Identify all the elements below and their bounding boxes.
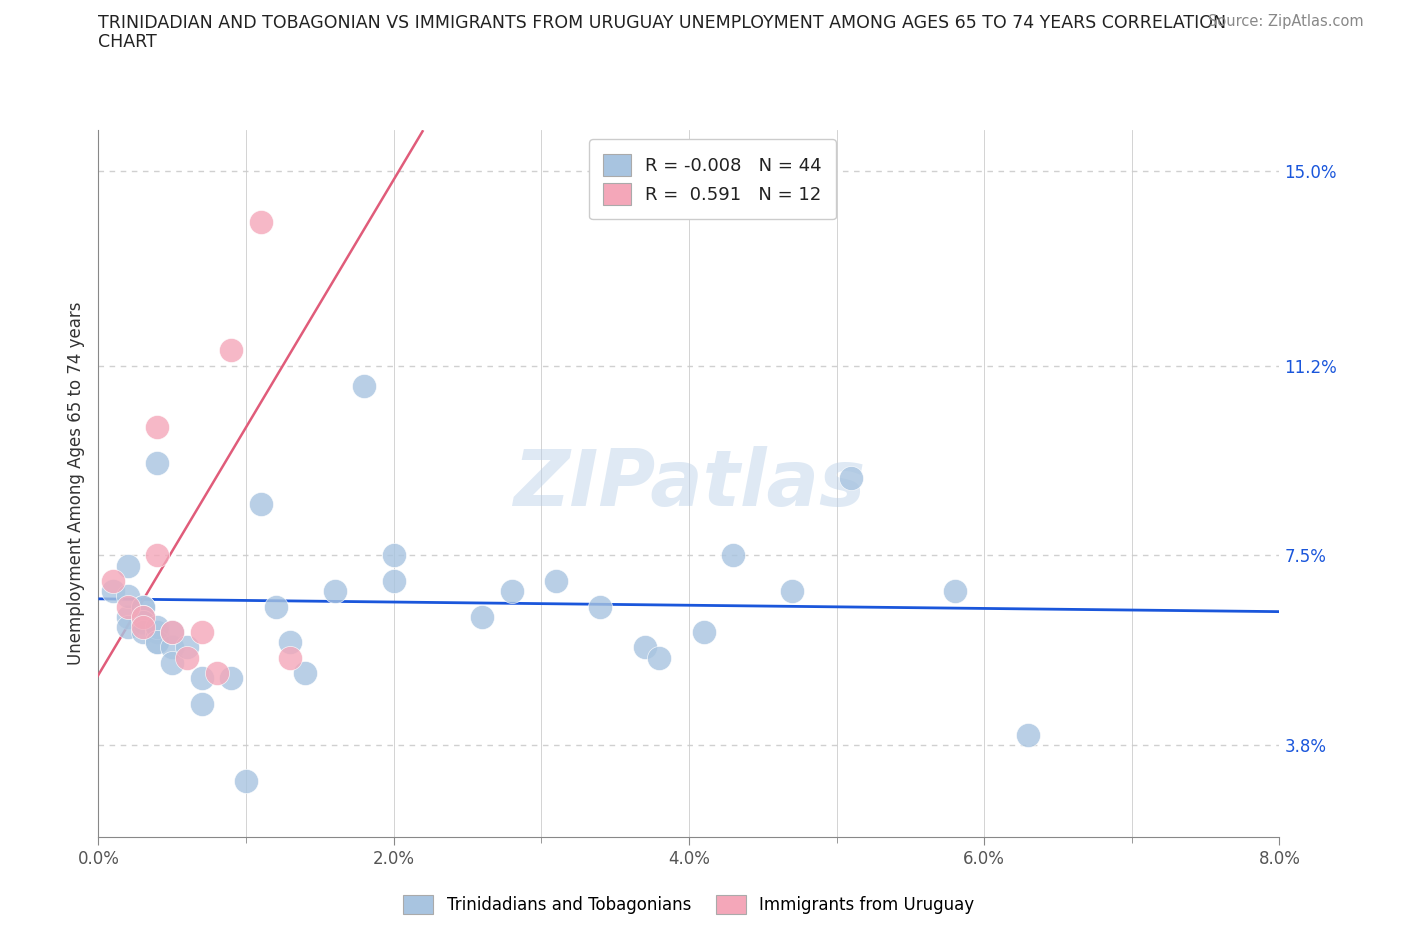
Point (943, 584, 966, 599)
Point (782, 584, 804, 599)
Point (839, 471, 862, 485)
Point (146, 635, 169, 650)
Point (219, 671, 242, 685)
Point (117, 599, 139, 614)
Point (103, 574, 124, 589)
Point (146, 635, 169, 650)
Point (278, 650, 301, 665)
Point (146, 548, 169, 563)
Text: Source: ZipAtlas.com: Source: ZipAtlas.com (1208, 14, 1364, 29)
Point (146, 625, 169, 640)
Point (162, 656, 183, 671)
Point (132, 599, 155, 614)
Point (382, 548, 405, 563)
Point (132, 609, 155, 624)
Point (162, 640, 183, 655)
Point (1017, 727, 1039, 742)
Point (117, 619, 139, 634)
Point (191, 671, 214, 685)
Point (501, 584, 523, 599)
Point (117, 589, 139, 604)
Point (132, 615, 155, 630)
Point (264, 599, 287, 614)
Point (162, 625, 183, 640)
Point (132, 599, 155, 614)
Text: ZIPatlas: ZIPatlas (513, 445, 865, 522)
Point (633, 640, 655, 655)
Point (693, 625, 716, 640)
Point (117, 609, 139, 624)
Point (382, 574, 405, 589)
Point (589, 599, 612, 614)
Point (648, 650, 671, 665)
Y-axis label: Unemployment Among Ages 65 to 74 years: Unemployment Among Ages 65 to 74 years (66, 302, 84, 665)
Point (721, 548, 744, 563)
Point (235, 773, 257, 788)
Point (132, 625, 155, 640)
Point (132, 609, 155, 624)
Point (146, 456, 169, 471)
Point (294, 666, 316, 681)
Point (205, 666, 228, 681)
Point (353, 379, 375, 393)
Point (117, 558, 139, 573)
Point (323, 584, 346, 599)
Point (250, 215, 273, 230)
Point (132, 619, 155, 634)
Point (162, 625, 183, 640)
Point (176, 650, 198, 665)
Point (250, 497, 273, 512)
Point (103, 584, 124, 599)
Point (278, 635, 301, 650)
Text: TRINIDADIAN AND TOBAGONIAN VS IMMIGRANTS FROM URUGUAY UNEMPLOYMENT AMONG AGES 65: TRINIDADIAN AND TOBAGONIAN VS IMMIGRANTS… (98, 14, 1226, 32)
Legend: Trinidadians and Tobagonians, Immigrants from Uruguay: Trinidadians and Tobagonians, Immigrants… (396, 888, 981, 921)
Text: CHART: CHART (98, 33, 157, 50)
Point (146, 419, 169, 434)
Point (471, 609, 494, 624)
Point (191, 625, 214, 640)
Point (176, 640, 198, 655)
Point (146, 619, 169, 634)
Point (219, 343, 242, 358)
Point (544, 574, 567, 589)
Point (132, 609, 155, 624)
Point (191, 697, 214, 711)
